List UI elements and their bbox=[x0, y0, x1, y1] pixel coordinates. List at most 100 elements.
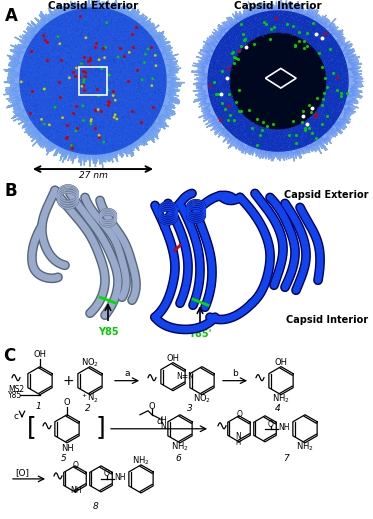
Point bbox=[83, 85, 89, 93]
Point bbox=[90, 6, 96, 15]
Point bbox=[250, 126, 256, 134]
Point bbox=[320, 59, 326, 67]
Point bbox=[75, 50, 81, 58]
Point bbox=[123, 79, 129, 88]
Point bbox=[263, 125, 269, 133]
Point bbox=[49, 52, 55, 61]
Point bbox=[58, 121, 64, 129]
Point bbox=[111, 123, 117, 131]
Point bbox=[69, 85, 75, 93]
Text: OH: OH bbox=[166, 354, 179, 363]
Point bbox=[58, 23, 64, 31]
Point bbox=[42, 47, 48, 55]
Point bbox=[91, 25, 97, 34]
Point bbox=[28, 38, 34, 47]
Point bbox=[112, 130, 117, 139]
Point bbox=[94, 47, 100, 55]
Point bbox=[79, 110, 85, 118]
Point bbox=[122, 139, 128, 147]
Point bbox=[250, 22, 256, 30]
Point bbox=[112, 44, 117, 52]
Point bbox=[122, 56, 128, 64]
Point bbox=[229, 111, 235, 119]
Point bbox=[68, 106, 73, 115]
Point bbox=[96, 138, 102, 146]
Point bbox=[129, 78, 135, 87]
Point bbox=[135, 79, 141, 87]
Point bbox=[128, 30, 134, 38]
Point bbox=[258, 128, 264, 136]
Point bbox=[116, 91, 122, 100]
Point bbox=[37, 111, 43, 119]
Point bbox=[328, 63, 334, 72]
Point bbox=[134, 79, 140, 88]
Point bbox=[112, 78, 118, 86]
Point bbox=[321, 58, 327, 66]
Point bbox=[115, 55, 120, 63]
Point bbox=[294, 15, 300, 23]
Point bbox=[20, 94, 26, 103]
Point bbox=[101, 11, 107, 20]
Point bbox=[290, 131, 296, 140]
Point bbox=[64, 22, 70, 31]
Point bbox=[153, 58, 159, 66]
Point bbox=[142, 103, 148, 111]
Point bbox=[310, 110, 316, 118]
Point bbox=[101, 116, 107, 124]
Point bbox=[106, 146, 112, 155]
Point bbox=[57, 61, 63, 70]
Point bbox=[313, 112, 319, 120]
Point bbox=[304, 20, 310, 28]
Point bbox=[72, 122, 78, 131]
Point bbox=[85, 148, 91, 157]
Point bbox=[275, 12, 280, 20]
Point bbox=[220, 73, 226, 81]
Point bbox=[224, 57, 230, 65]
Point bbox=[91, 53, 97, 61]
Point bbox=[123, 83, 129, 91]
Point bbox=[326, 115, 332, 123]
Point bbox=[112, 106, 118, 114]
Point bbox=[23, 52, 29, 60]
Point bbox=[130, 116, 136, 125]
Point bbox=[70, 110, 76, 118]
Point bbox=[105, 91, 111, 99]
Point bbox=[315, 123, 321, 131]
Point bbox=[24, 81, 30, 90]
Point bbox=[88, 41, 94, 49]
Point bbox=[91, 28, 97, 36]
Point bbox=[106, 146, 112, 155]
Point bbox=[41, 32, 47, 40]
Point bbox=[216, 103, 222, 112]
Point bbox=[320, 47, 326, 55]
Point bbox=[324, 112, 330, 120]
Point bbox=[131, 137, 137, 145]
Point bbox=[247, 31, 253, 39]
Point bbox=[54, 52, 60, 61]
Point bbox=[68, 100, 74, 108]
Point bbox=[76, 95, 82, 103]
Point bbox=[65, 37, 70, 45]
Point bbox=[70, 100, 76, 108]
Point bbox=[83, 51, 89, 60]
Point bbox=[113, 65, 119, 73]
Point bbox=[97, 122, 103, 131]
Point bbox=[225, 126, 231, 134]
Point bbox=[147, 94, 153, 102]
Point bbox=[106, 136, 112, 145]
Point bbox=[100, 139, 106, 147]
Point bbox=[244, 28, 250, 36]
Point bbox=[50, 76, 56, 85]
Point bbox=[113, 121, 119, 130]
Point bbox=[78, 62, 84, 70]
Point bbox=[99, 64, 105, 72]
Point bbox=[142, 26, 148, 35]
Point bbox=[132, 75, 138, 84]
Point bbox=[91, 129, 97, 138]
Point bbox=[111, 31, 117, 39]
Point bbox=[88, 93, 94, 102]
Point bbox=[57, 106, 63, 115]
Point bbox=[221, 40, 227, 49]
Point bbox=[288, 13, 294, 21]
Point bbox=[268, 25, 274, 33]
